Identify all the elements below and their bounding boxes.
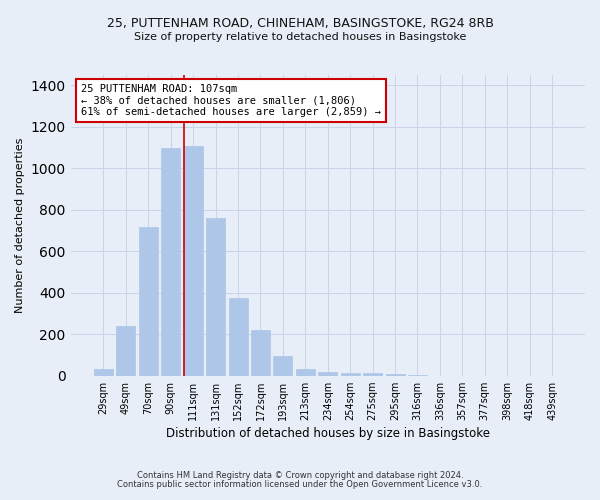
Bar	[206, 218, 225, 376]
Bar	[184, 146, 203, 376]
Text: Size of property relative to detached houses in Basingstoke: Size of property relative to detached ho…	[134, 32, 466, 42]
Bar	[318, 372, 337, 376]
Bar	[386, 374, 404, 376]
Y-axis label: Number of detached properties: Number of detached properties	[15, 138, 25, 313]
Bar	[161, 148, 180, 376]
Text: Contains public sector information licensed under the Open Government Licence v3: Contains public sector information licen…	[118, 480, 482, 489]
Bar	[363, 373, 382, 376]
Bar	[274, 356, 292, 376]
Bar	[251, 330, 270, 376]
Bar	[94, 370, 113, 376]
Bar	[116, 326, 136, 376]
Text: 25 PUTTENHAM ROAD: 107sqm
← 38% of detached houses are smaller (1,806)
61% of se: 25 PUTTENHAM ROAD: 107sqm ← 38% of detac…	[81, 84, 381, 117]
Text: Contains HM Land Registry data © Crown copyright and database right 2024.: Contains HM Land Registry data © Crown c…	[137, 471, 463, 480]
Bar	[139, 228, 158, 376]
Bar	[408, 374, 427, 376]
Text: 25, PUTTENHAM ROAD, CHINEHAM, BASINGSTOKE, RG24 8RB: 25, PUTTENHAM ROAD, CHINEHAM, BASINGSTOK…	[107, 18, 493, 30]
Bar	[341, 372, 360, 376]
Bar	[229, 298, 248, 376]
X-axis label: Distribution of detached houses by size in Basingstoke: Distribution of detached houses by size …	[166, 427, 490, 440]
Bar	[296, 370, 315, 376]
